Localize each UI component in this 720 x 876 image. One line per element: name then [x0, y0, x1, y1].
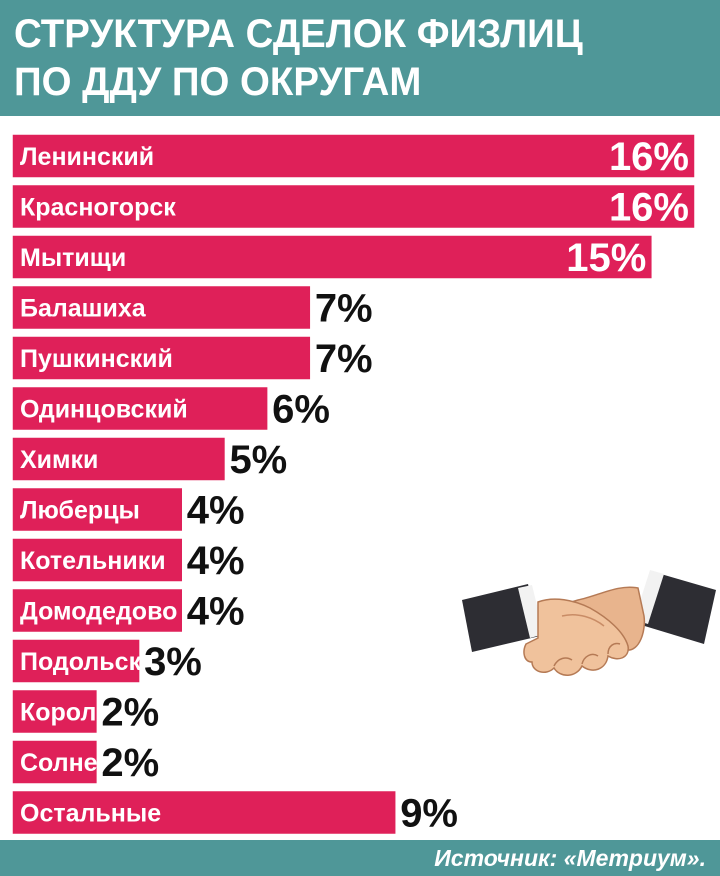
bar-group: Ленинский 16% [11, 133, 696, 179]
value-label: 9% [400, 792, 458, 836]
chart-title-line-1: СТРУКТУРА СДЕЛОК ФИЗЛИЦ [14, 12, 583, 56]
category-label: Остальные [20, 800, 161, 828]
bar [11, 789, 397, 836]
category-label: Домодедово [20, 598, 177, 626]
bar [11, 133, 696, 179]
value-label: 3% [144, 640, 202, 684]
bar-group: Мытищи 15% [11, 234, 654, 280]
category-label: Пушкинский [20, 345, 173, 373]
value-label: 6% [272, 388, 330, 432]
value-label: 4% [187, 539, 245, 583]
category-label: Подольск [20, 648, 142, 676]
bar-group: Пушкинский 7% [11, 335, 373, 381]
chart-title-line-2: ПО ДДУ ПО ОКРУГАМ [14, 60, 422, 104]
footer-banner: Источник: «Метриум». [0, 840, 720, 876]
bar-chart: Ленинский 16% Красногорск 16% Мытищи 15% Балаш… [11, 133, 696, 836]
category-label: Красногорск [20, 194, 176, 222]
bar-group: Красногорск 16% [11, 183, 696, 230]
bar-group: Химки 5% [11, 436, 287, 482]
category-label: Мытищи [20, 244, 126, 272]
bar-group: Люберцы 4% [11, 486, 245, 533]
bar [11, 638, 141, 684]
source-note: Источник: «Метриум». [434, 845, 706, 871]
handshake-icon [462, 570, 716, 676]
bar-group: Балашиха 7% [11, 284, 373, 331]
category-label: Ленинский [20, 143, 154, 171]
value-label: 2% [101, 691, 159, 735]
bar [11, 587, 184, 634]
category-label: Химки [20, 446, 98, 474]
value-label: 4% [187, 590, 245, 634]
bar-group: Остальные 9% [11, 789, 458, 836]
header-banner: СТРУКТУРА СДЕЛОК ФИЗЛИЦ ПО ДДУ ПО ОКРУГА… [0, 0, 720, 116]
bar [11, 436, 227, 482]
value-label: 16% [609, 186, 689, 230]
value-label: 16% [609, 135, 689, 179]
bar [11, 486, 184, 533]
bar [11, 234, 654, 280]
bar [11, 739, 99, 785]
value-label: 5% [229, 438, 287, 482]
bar [11, 335, 312, 381]
bar-group: Одинцовский 6% [11, 385, 330, 432]
bar-group: Котельники 4% [11, 537, 245, 583]
bar-group: Подольск 3% [11, 638, 202, 684]
value-label: 7% [315, 287, 373, 331]
bar [11, 284, 312, 331]
category-label: Балашиха [20, 295, 147, 323]
value-label: 4% [187, 489, 245, 533]
value-label: 2% [101, 741, 159, 785]
bar-group: Домодедово 4% [11, 587, 245, 634]
bar [11, 537, 184, 583]
category-label: Солнечногорск [20, 749, 209, 777]
bar [11, 688, 99, 735]
bar [11, 385, 269, 432]
category-label: Королев [20, 699, 125, 727]
value-label: 7% [315, 337, 373, 381]
category-label: Котельники [20, 547, 166, 575]
bar [11, 183, 696, 230]
value-label: 15% [566, 236, 646, 280]
category-label: Одинцовский [20, 396, 188, 424]
category-label: Люберцы [20, 497, 140, 525]
